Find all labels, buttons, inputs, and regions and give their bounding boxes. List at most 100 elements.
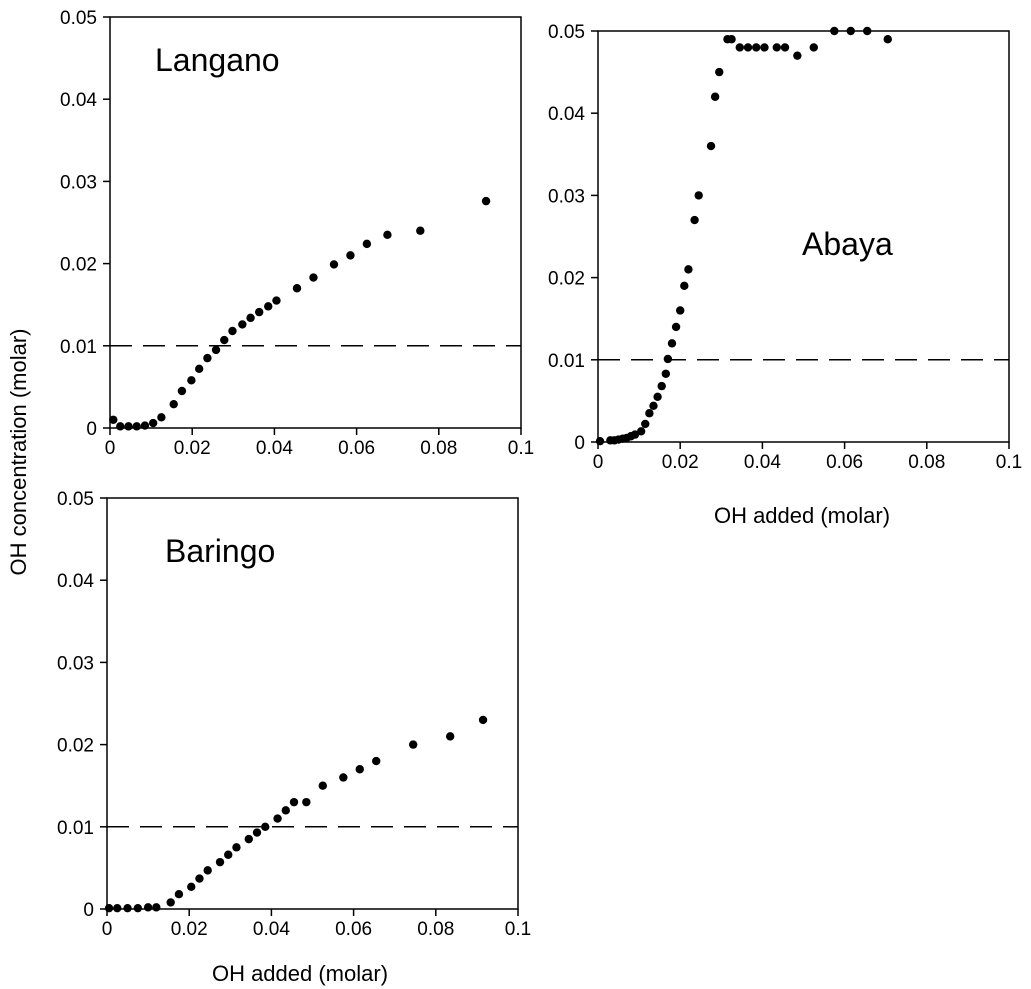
data-point: [157, 413, 166, 422]
abaya-points: [595, 26, 892, 446]
y-tick-label: 0.04: [548, 104, 585, 125]
data-point: [727, 35, 736, 44]
data-point: [846, 26, 855, 36]
data-point: [883, 35, 892, 44]
x-tick-label: 0.02: [174, 438, 211, 459]
x-tick-label: 0: [105, 438, 116, 459]
x-tick-label: 0.04: [253, 919, 290, 940]
data-point: [133, 903, 143, 913]
panel-abaya: Abaya 0 0.02 0.04 0.06 0.08 0.100.010.020.030…: [548, 22, 1022, 528]
panel-baringo: Baringo 0 0.02 0.04 0.06 0.08 0.1 0 0.01 0.02 0.0…: [57, 489, 531, 986]
data-point: [109, 415, 118, 424]
data-point: [445, 732, 455, 741]
data-point: [281, 806, 290, 815]
y-tick-label: 0.03: [57, 653, 94, 674]
langano-title: Langano: [155, 42, 280, 78]
data-point: [211, 345, 221, 355]
x-tick-label: 0: [593, 452, 604, 473]
y-tick-label: 0.03: [548, 186, 585, 207]
data-point: [830, 26, 839, 36]
data-point: [667, 339, 677, 348]
data-point: [272, 296, 281, 305]
data-point: [408, 740, 418, 749]
data-point: [261, 822, 270, 831]
data-point: [372, 756, 381, 766]
y-tick-label: 0.01: [60, 337, 97, 358]
data-point: [649, 401, 658, 411]
data-point: [690, 215, 699, 225]
x-tick-label: 0.04: [744, 452, 781, 473]
y-tick-label: 0.02: [57, 736, 94, 757]
data-point: [863, 26, 872, 36]
data-point: [663, 354, 673, 364]
data-point: [246, 313, 255, 323]
y-tick-label: 0.05: [548, 22, 585, 43]
data-point: [809, 43, 818, 52]
x-tick-label: 0.1: [508, 438, 534, 459]
data-point: [194, 364, 204, 374]
data-point: [760, 43, 769, 52]
data-point: [793, 51, 802, 60]
y-tick-label: 0.02: [60, 255, 97, 276]
data-point: [187, 376, 196, 385]
data-point: [195, 874, 204, 883]
data-point: [224, 850, 233, 859]
data-point: [671, 322, 681, 332]
x-tick-label: 0.02: [171, 919, 208, 940]
data-point: [232, 843, 241, 852]
y-tick-label: 0: [574, 433, 585, 454]
y-tick-label: 0.04: [57, 571, 94, 592]
data-point: [215, 857, 225, 867]
data-point: [123, 903, 132, 913]
data-point: [710, 92, 720, 101]
data-point: [140, 421, 150, 430]
data-point: [680, 281, 689, 291]
data-point: [177, 386, 187, 396]
data-point: [339, 773, 348, 782]
data-point: [309, 273, 318, 282]
data-point: [318, 781, 327, 790]
data-point: [254, 307, 264, 317]
x-tick-label: 0.04: [256, 438, 293, 459]
data-point: [244, 834, 253, 844]
data-point: [203, 866, 212, 875]
langano-points: [109, 196, 491, 431]
y-tick-label: 0.01: [57, 818, 94, 839]
data-point: [383, 230, 392, 240]
x-tick-label: 0: [102, 919, 113, 940]
y-tick-label: 0: [83, 900, 94, 921]
data-point: [481, 196, 491, 206]
data-point: [187, 882, 196, 892]
data-point: [684, 265, 693, 274]
data-point: [636, 427, 646, 436]
data-point: [203, 353, 212, 363]
x-tick-label: 0.06: [338, 438, 375, 459]
baringo-x-axis-label: OH added (molar): [212, 961, 388, 986]
data-point: [645, 409, 654, 418]
data-point: [220, 335, 229, 345]
data-point: [132, 422, 141, 431]
data-point: [752, 43, 761, 52]
data-point: [104, 903, 114, 913]
y-tick-label: 0.05: [57, 489, 94, 510]
data-point: [228, 326, 237, 336]
data-point: [676, 306, 685, 315]
data-point: [273, 814, 282, 823]
y-tick-label: 0.03: [60, 172, 97, 193]
data-point: [292, 284, 302, 293]
x-tick-label: 0.08: [420, 438, 457, 459]
data-point: [143, 903, 153, 912]
data-point: [124, 422, 133, 431]
data-point: [715, 67, 724, 77]
data-point: [780, 43, 790, 52]
data-point: [694, 191, 703, 200]
baringo-ticks: 0 0.02 0.04 0.06 0.08 0.1 0 0.01 0.02 0.03 0.04 0.0…: [57, 489, 531, 940]
baringo-plot-frame: [106, 497, 519, 910]
data-point: [329, 260, 339, 269]
baringo-title: Baringo: [165, 533, 275, 569]
data-point: [661, 369, 671, 378]
baringo-points: [104, 715, 488, 913]
data-point: [362, 239, 372, 249]
data-point: [238, 320, 247, 329]
data-point: [706, 141, 716, 151]
